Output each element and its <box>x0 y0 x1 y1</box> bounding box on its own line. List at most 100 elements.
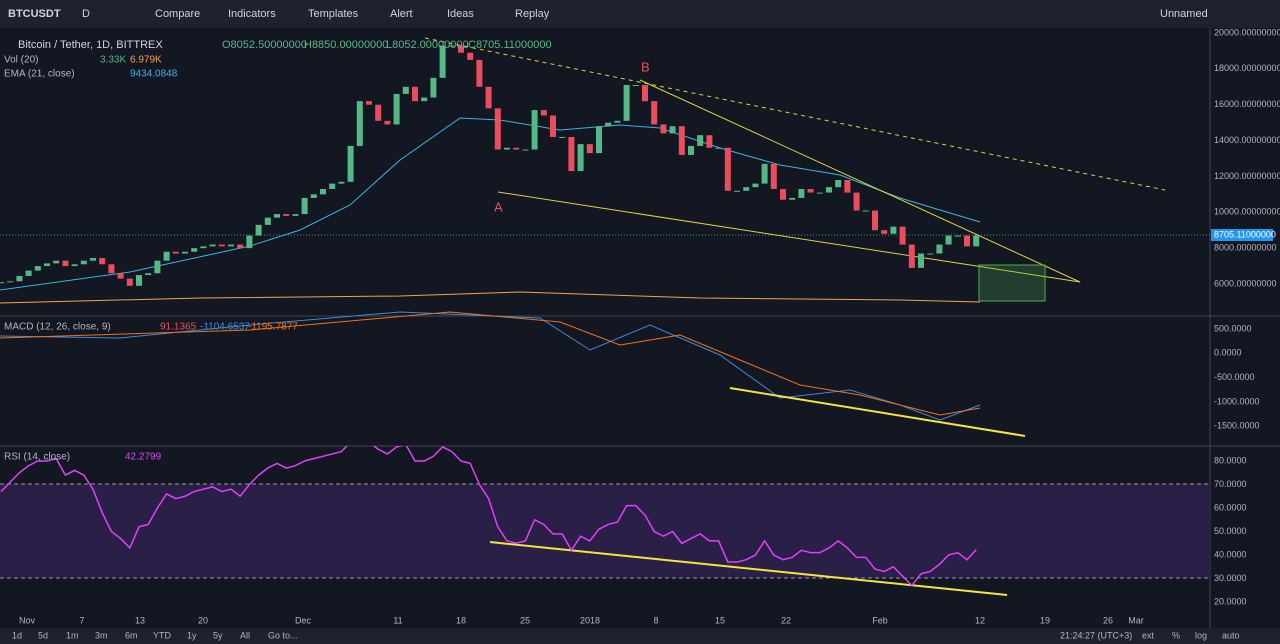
layout-name[interactable]: Unnamed <box>1160 8 1208 20</box>
candle <box>108 264 115 274</box>
date-tick: Mar <box>1128 615 1144 625</box>
trendline <box>497 191 1081 283</box>
candle <box>25 270 32 276</box>
candle <box>264 217 271 225</box>
date-tick: 15 <box>715 615 725 625</box>
toolbar-button[interactable]: Templates <box>308 8 359 20</box>
candle <box>550 115 556 137</box>
macd-value: -1195.7877 <box>248 322 298 333</box>
candle <box>835 180 842 188</box>
date-tick: 20 <box>198 615 208 625</box>
toolbar-button[interactable]: Compare <box>155 8 200 20</box>
range-button[interactable]: 1m <box>66 630 79 640</box>
range-button[interactable]: 1y <box>187 630 197 640</box>
toolbar-button[interactable]: Indicators <box>228 8 276 20</box>
toolbar-button[interactable]: Replay <box>515 8 550 20</box>
price-tick: 18000.00000000 <box>1214 63 1280 73</box>
date-tick: 19 <box>1040 615 1050 625</box>
candle <box>228 244 234 247</box>
date-tick: 12 <box>975 615 985 625</box>
candle <box>632 84 639 86</box>
candle <box>770 163 777 189</box>
rsi-tick: 40.0000 <box>1214 549 1247 559</box>
candle <box>743 187 750 191</box>
candle <box>908 244 915 268</box>
candle <box>954 235 961 237</box>
candle <box>90 258 96 261</box>
candle <box>274 214 280 218</box>
legend-ohlc: H8850.00000000 <box>304 39 388 51</box>
candle <box>62 260 69 267</box>
trendline <box>639 79 1081 283</box>
candle <box>697 135 704 146</box>
date-tick: 22 <box>781 615 791 625</box>
candle <box>136 275 142 286</box>
status-item[interactable]: ext <box>1142 630 1155 640</box>
rsi-tick: 50.0000 <box>1214 526 1247 536</box>
candle <box>34 266 41 271</box>
rsi-tick: 60.0000 <box>1214 502 1247 512</box>
range-button[interactable]: 3m <box>95 630 108 640</box>
candle <box>476 59 483 87</box>
rsi-tick: 20.0000 <box>1214 596 1247 606</box>
candle <box>623 84 630 121</box>
candle <box>678 126 685 155</box>
toolbar-button[interactable]: Ideas <box>447 8 474 20</box>
target-box <box>978 264 1046 302</box>
candle <box>586 144 593 154</box>
legend-title: Bitcoin / Tether, 1D, BITTREX <box>18 39 163 51</box>
candle <box>936 244 943 254</box>
candle <box>807 188 814 193</box>
candle <box>292 214 299 216</box>
range-button[interactable]: 1d <box>12 630 22 640</box>
range-button[interactable]: 5d <box>38 630 48 640</box>
date-tick: 26 <box>1103 615 1113 625</box>
candle <box>872 210 878 231</box>
annotation: A <box>494 199 503 214</box>
range-button[interactable]: 6m <box>125 630 138 640</box>
status-item[interactable]: % <box>1172 630 1180 640</box>
candle <box>163 251 170 261</box>
candle <box>724 147 731 191</box>
rsi-band <box>0 484 1210 578</box>
rsi-tick: 30.0000 <box>1214 573 1247 583</box>
price-tick: 8000.00000000 <box>1214 243 1277 253</box>
ema-line <box>0 117 981 291</box>
candle <box>853 192 860 211</box>
candle <box>918 253 924 268</box>
trendline <box>489 541 1008 596</box>
candle <box>218 244 225 247</box>
candle <box>559 136 566 138</box>
candle <box>375 104 382 121</box>
interval[interactable]: D <box>82 8 90 20</box>
range-button[interactable]: All <box>240 630 250 640</box>
candle <box>899 226 906 245</box>
annotation: B <box>641 59 650 74</box>
candle <box>715 147 722 149</box>
symbol[interactable]: BTCUSDT <box>8 8 61 20</box>
rsi-tick: 80.0000 <box>1214 455 1247 465</box>
legend-ohlc: L8052.00000000 <box>386 39 469 51</box>
range-button[interactable]: YTD <box>153 630 172 640</box>
status-item[interactable]: log <box>1195 630 1207 640</box>
candle <box>448 45 455 47</box>
candle <box>761 163 768 184</box>
candle <box>780 188 786 200</box>
range-button[interactable]: 5y <box>213 630 223 640</box>
candle <box>531 110 538 150</box>
range-button[interactable]: Go to... <box>268 630 298 640</box>
status-item[interactable]: auto <box>1222 630 1240 640</box>
candle <box>789 197 796 200</box>
candle <box>513 147 520 150</box>
candle <box>0 282 4 284</box>
candle <box>246 235 253 249</box>
date-tick: Nov <box>19 615 36 625</box>
macd-tick: -1500.0000 <box>1214 421 1260 431</box>
volume-ma <box>0 291 981 304</box>
legend-ohlc: C8705.11000000 <box>468 39 552 51</box>
candle <box>651 101 658 125</box>
toolbar-button[interactable]: Alert <box>390 8 413 20</box>
candle <box>172 251 179 254</box>
candle <box>973 235 980 247</box>
